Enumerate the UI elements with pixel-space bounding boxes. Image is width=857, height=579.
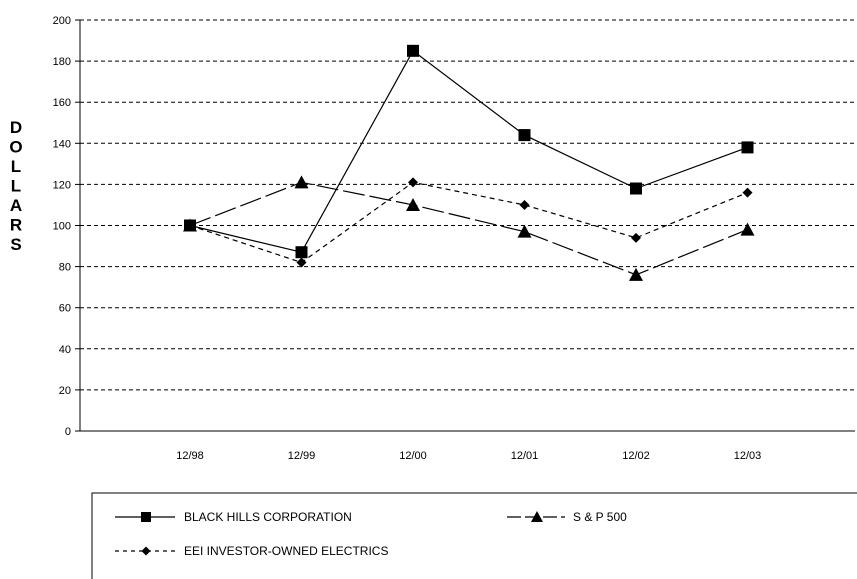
series-lines	[189, 49, 748, 276]
data-point-0	[407, 44, 419, 57]
data-point-1	[517, 224, 532, 238]
y-axis-label-letter: D	[10, 118, 22, 137]
data-point-0	[518, 129, 531, 142]
grid-lines	[80, 19, 855, 391]
legend-label-2: EEI INVESTOR-OWNED ELECTRICS	[184, 544, 388, 558]
y-tick-label: 60	[59, 303, 71, 315]
y-axis-label-letter: O	[9, 138, 22, 157]
legend-box	[91, 492, 857, 579]
data-point-0	[741, 141, 754, 154]
y-tick-label: 180	[53, 56, 71, 68]
legend: BLACK HILLS CORPORATION S & P 500 EEI INVE…	[91, 492, 857, 579]
y-axis-label-letter: R	[10, 216, 22, 235]
y-tick-label: 120	[53, 179, 71, 191]
legend-marker-0	[141, 512, 151, 522]
data-point-2	[742, 187, 753, 198]
data-point-1	[406, 197, 420, 211]
data-point-0	[630, 182, 642, 195]
y-axis-label-letter: L	[11, 157, 21, 176]
x-tick-labels: 12/98 12/99 12/00 12/01 12/02 12/03	[176, 450, 761, 462]
x-tick-label: 12/02	[622, 450, 650, 462]
data-point-2	[631, 232, 641, 243]
data-point-2	[185, 220, 195, 231]
legend-label-1: S & P 500	[573, 510, 627, 524]
x-tick-label: 12/00	[399, 450, 427, 462]
data-point-1	[740, 222, 755, 236]
x-tick-label: 12/01	[511, 450, 539, 462]
legend-marker-2	[141, 546, 151, 556]
y-axis-label-letter: A	[10, 196, 22, 215]
series-line-2	[189, 181, 748, 264]
data-point-0	[295, 246, 308, 259]
series-markers	[183, 44, 755, 281]
data-point-1	[629, 267, 643, 281]
y-tick-label: 80	[59, 262, 71, 274]
x-tick-label: 12/03	[734, 450, 762, 462]
data-point-2	[296, 257, 307, 268]
legend-label-0: BLACK HILLS CORPORATION	[184, 510, 352, 524]
data-point-2	[519, 199, 530, 210]
y-tick-label: 200	[53, 15, 71, 27]
y-tick-labels: 0 20 40 60 80 100 120 140 160 180 200	[53, 15, 71, 438]
y-tick-label: 140	[53, 138, 71, 150]
y-tick-label: 40	[59, 344, 71, 356]
y-tick-label: 0	[65, 426, 71, 438]
series-line-0	[189, 49, 748, 253]
x-tick-label: 12/98	[176, 450, 204, 462]
data-point-1	[294, 175, 309, 189]
y-tick-label: 20	[59, 385, 71, 397]
legend-marker-1	[531, 511, 543, 522]
y-tick-label: 160	[53, 97, 71, 109]
data-point-2	[408, 177, 418, 188]
y-axis-label-letter: S	[10, 235, 21, 254]
x-tick-label: 12/99	[288, 450, 316, 462]
y-tick-label: 100	[53, 221, 71, 233]
series-line-1	[189, 181, 748, 276]
y-axis-label-letter: L	[11, 177, 21, 196]
axes	[75, 19, 855, 432]
